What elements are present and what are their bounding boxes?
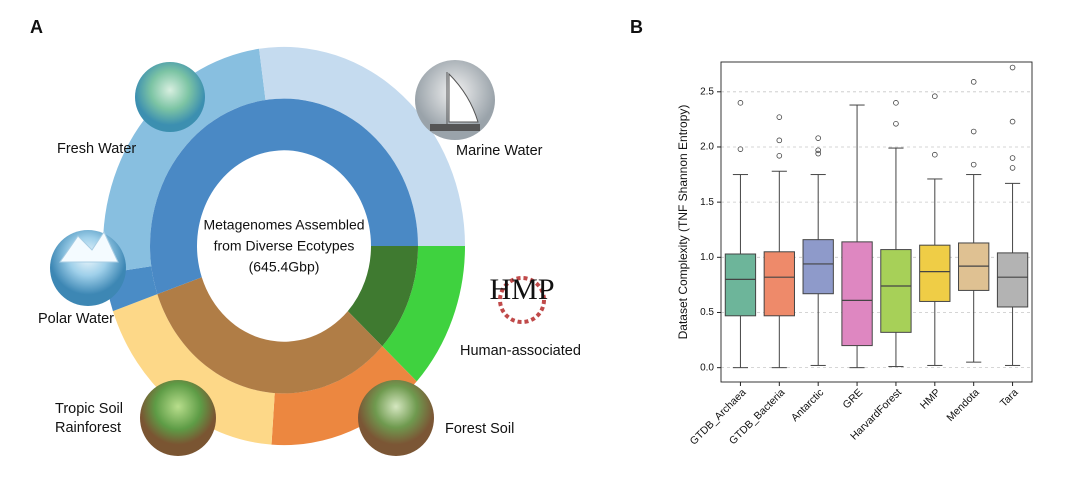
outlier: [1009, 155, 1016, 161]
box: [841, 241, 873, 347]
boxplot: 0.0 0.5 1.0 1.5 2.0 2.5 Dataset Complexity (TN…: [676, 61, 1033, 448]
inner-segment: [150, 98, 418, 295]
y-tick-label: 1.5: [700, 197, 714, 208]
inner-segment: [347, 246, 418, 347]
y-tick-label: 2.5: [700, 86, 714, 97]
outer-segment: [271, 346, 417, 446]
outlier: [815, 135, 821, 141]
category-label: Tropic Soil Rainforest: [55, 401, 123, 436]
outlier: [815, 147, 821, 154]
icon-hull: [430, 124, 480, 131]
y-axis-label: Dataset Complexity (TNF Shannon Entropy): [676, 105, 690, 340]
icon-sail: [446, 72, 479, 125]
center-text: from Diverse Ecotypes: [214, 238, 355, 254]
x-tick-label: Mendota: [944, 386, 981, 423]
outlier: [893, 120, 899, 127]
category-label: Human-associated: [460, 343, 581, 359]
outlier: [970, 161, 977, 168]
box: [724, 253, 757, 317]
logo-text: HMP: [489, 273, 554, 306]
category-label: Fresh Water: [57, 141, 137, 157]
y-tick-label: 0.5: [700, 307, 714, 318]
x-tick-label: Tara: [998, 386, 1021, 409]
inner-segment: [157, 277, 383, 394]
box: [763, 251, 795, 317]
plot-frame: [720, 61, 1033, 383]
hmp-logo: HMP: [489, 273, 555, 324]
box: [880, 249, 912, 333]
outlier: [737, 146, 744, 152]
outlier: [1009, 118, 1016, 125]
y-tick-label: 1.0: [700, 252, 714, 263]
outlier: [970, 128, 977, 135]
outlier: [932, 93, 938, 100]
center-text: (645.4Gbp): [249, 259, 320, 275]
outlier: [737, 100, 744, 106]
logo-ring: [498, 276, 546, 324]
y-tick-label: 2.0: [700, 142, 714, 153]
icons: [50, 60, 495, 456]
outlier: [1009, 64, 1016, 71]
icon-forest-soil: [358, 380, 434, 456]
panel-letter: B: [630, 17, 643, 37]
outlier: [815, 150, 821, 157]
x-tick-label: HMP: [918, 387, 943, 412]
outlier: [932, 151, 938, 158]
category-label: Polar Water: [38, 311, 115, 327]
donut: [102, 46, 465, 446]
box: [996, 252, 1029, 308]
center-text: Metagenomes Assembled: [203, 217, 364, 233]
category-label: Forest Soil: [445, 421, 515, 437]
icon-tropic-soil: [140, 380, 216, 456]
outlier: [776, 137, 783, 144]
icon-iceberg: [59, 230, 119, 263]
box: [802, 239, 834, 295]
icon-fresh-water: [135, 62, 205, 132]
x-tick-label: Antarctic: [789, 387, 826, 424]
outer-segment: [382, 246, 465, 382]
outlier: [1009, 165, 1016, 171]
outlier: [970, 79, 977, 85]
box: [919, 244, 951, 302]
outer-segment: [112, 294, 275, 445]
icon-polar-water: [50, 230, 126, 306]
y-tick-label: 0.0: [700, 362, 714, 373]
outer-segment: [102, 48, 266, 274]
outlier: [893, 100, 899, 106]
outer-segment: [259, 46, 465, 247]
category-label: Marine Water: [456, 143, 543, 159]
outlier: [776, 152, 783, 159]
outlier: [776, 114, 783, 120]
x-tick-label: GRE: [841, 387, 866, 412]
panel-letter: A: [30, 17, 43, 37]
